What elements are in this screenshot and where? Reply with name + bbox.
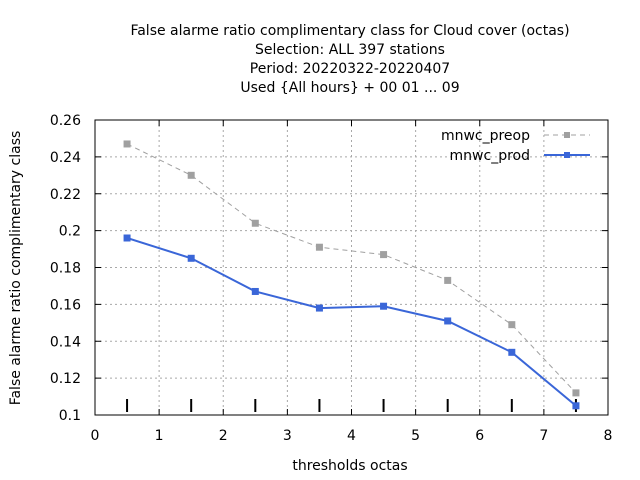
x-tick-label: 8: [604, 428, 613, 444]
legend: mnwc_preop mnwc_prod: [441, 128, 590, 164]
data-point-mnwc_prod: [315, 304, 323, 312]
y-tick-label: 0.2: [59, 224, 81, 240]
data-point-mnwc_preop: [444, 276, 452, 284]
data-point-mnwc_preop: [187, 171, 195, 179]
legend-label-mnwc_preop: mnwc_preop: [441, 128, 530, 144]
legend-marker-mnwc_prod: [564, 152, 570, 158]
data-point-mnwc_prod: [572, 402, 580, 410]
data-point-mnwc_preop: [123, 140, 131, 148]
title-line-3: Period: 20220322-20220407: [250, 61, 450, 77]
x-axis-label: thresholds octas: [292, 458, 407, 474]
data-point-mnwc_preop: [251, 219, 259, 227]
legend-label-mnwc_prod: mnwc_prod: [450, 148, 530, 164]
y-tick-labels: 0.1 0.12 0.14 0.16 0.18 0.2 0.22 0.24 0.26: [50, 113, 81, 424]
x-tick-label: 5: [411, 428, 420, 444]
data-point-mnwc_preop: [380, 251, 388, 259]
title-line-4: Used {All hours} + 00 01 ... 09: [240, 80, 459, 96]
data-point-mnwc_preop: [572, 389, 580, 397]
data-point-mnwc_prod: [123, 234, 131, 242]
chart-title: False alarme ratio complimentary class f…: [130, 23, 569, 96]
data-point-mnwc_prod: [444, 317, 452, 325]
series-layer: [123, 140, 580, 410]
data-point-mnwc_prod: [380, 302, 388, 310]
x-tick-label: 7: [539, 428, 548, 444]
data-point-mnwc_preop: [508, 321, 516, 329]
plot-border: [94, 119, 609, 416]
y-tick-label: 0.24: [50, 150, 81, 166]
series-line-mnwc_prod: [126, 237, 577, 407]
data-point-mnwc_prod: [251, 287, 259, 295]
legend-marker-mnwc_preop: [564, 132, 570, 138]
y-tick-label: 0.14: [50, 334, 81, 350]
y-tick-label: 0.16: [50, 297, 81, 313]
data-point-mnwc_prod: [508, 348, 516, 356]
x-tick-label: 6: [475, 428, 484, 444]
axes: [94, 119, 609, 416]
y-axis-label: False alarme ratio complimentary class: [8, 131, 24, 406]
y-tick-label: 0.18: [50, 261, 81, 277]
y-tick-label: 0.1: [59, 408, 81, 424]
series-line-mnwc_preop: [126, 143, 577, 394]
x-tick-labels: 0 1 2 3 4 5 6 7 8: [91, 428, 613, 444]
data-point-mnwc_preop: [315, 243, 323, 251]
y-tick-label: 0.22: [50, 187, 81, 203]
bottom-markers: [126, 399, 577, 412]
x-tick-label: 4: [347, 428, 356, 444]
title-line-1: False alarme ratio complimentary class f…: [130, 23, 569, 39]
x-tick-label: 2: [219, 428, 228, 444]
x-tick-label: 1: [155, 428, 164, 444]
x-tick-label: 3: [283, 428, 292, 444]
x-tick-label: 0: [91, 428, 100, 444]
y-tick-label: 0.12: [50, 371, 81, 387]
data-point-mnwc_prod: [187, 254, 195, 262]
grid: [95, 120, 608, 415]
title-line-2: Selection: ALL 397 stations: [255, 42, 445, 58]
y-tick-label: 0.26: [50, 113, 81, 129]
